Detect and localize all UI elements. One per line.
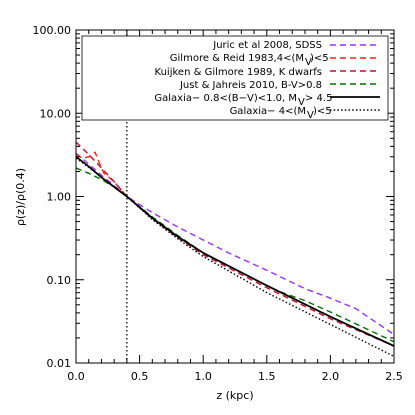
legend-label-galaxia-2: Galaxia− 4<(M [230,106,306,117]
series-line-5 [76,157,394,358]
legend-label-galaxia-1-tail: > 4.5 [305,93,332,104]
x-tick-label: 0.0 [67,370,85,383]
y-axis-label: ρ(z)/ρ(0.4) [14,168,27,226]
legend-label-gilmore-reid: Gilmore & Reid 1983,4<(M [170,53,304,64]
legend-label-galaxia-2-sub: V [307,110,314,121]
x-tick-label: 1.0 [194,370,212,383]
y-tick-label: 100.00 [33,24,72,37]
legend: Juric et al 2008, SDSS Gilmore & Reid 19… [81,35,389,121]
series-layer [76,141,394,358]
x-tick-label: 1.5 [258,370,276,383]
x-tick-label: 0.5 [131,370,149,383]
legend-label-just: Just & Jahreis 2010, B-V>0.8 [179,80,322,91]
legend-label-juric: Juric et al 2008, SDSS [212,40,322,51]
y-tick-label: 0.01 [47,357,72,370]
series-line-4 [76,156,394,347]
series-line-0 [76,152,394,336]
legend-label-gilmore-reid-sub: V [305,57,312,68]
legend-label-galaxia-1-sub: V [298,97,305,108]
y-tick-label: 10.00 [40,107,72,120]
x-tick-label: 2.0 [322,370,340,383]
x-axis-label: z (kpc) [216,389,253,402]
y-tick-label: 1.00 [47,191,72,204]
axis-layer: 0.0 0.5 1.0 1.5 2.0 2.5 0.01 0.10 1.00 10.00 100.0… [33,24,403,383]
legend-label-galaxia-2-tail: )<5 [313,106,332,117]
x-tick-label: 2.5 [385,370,403,383]
legend-label-kuijken: Kuijken & Gilmore 1989, K dwarfs [155,67,322,78]
legend-label-galaxia-1: Galaxia− 0.8<(B−V)<1.0, M [154,93,297,104]
legend-box [81,35,389,121]
y-tick-label: 0.10 [47,274,72,287]
series-line-1 [76,151,394,347]
series-line-2 [76,141,394,347]
legend-label-gilmore-reid-tail: )<5 [310,53,329,64]
